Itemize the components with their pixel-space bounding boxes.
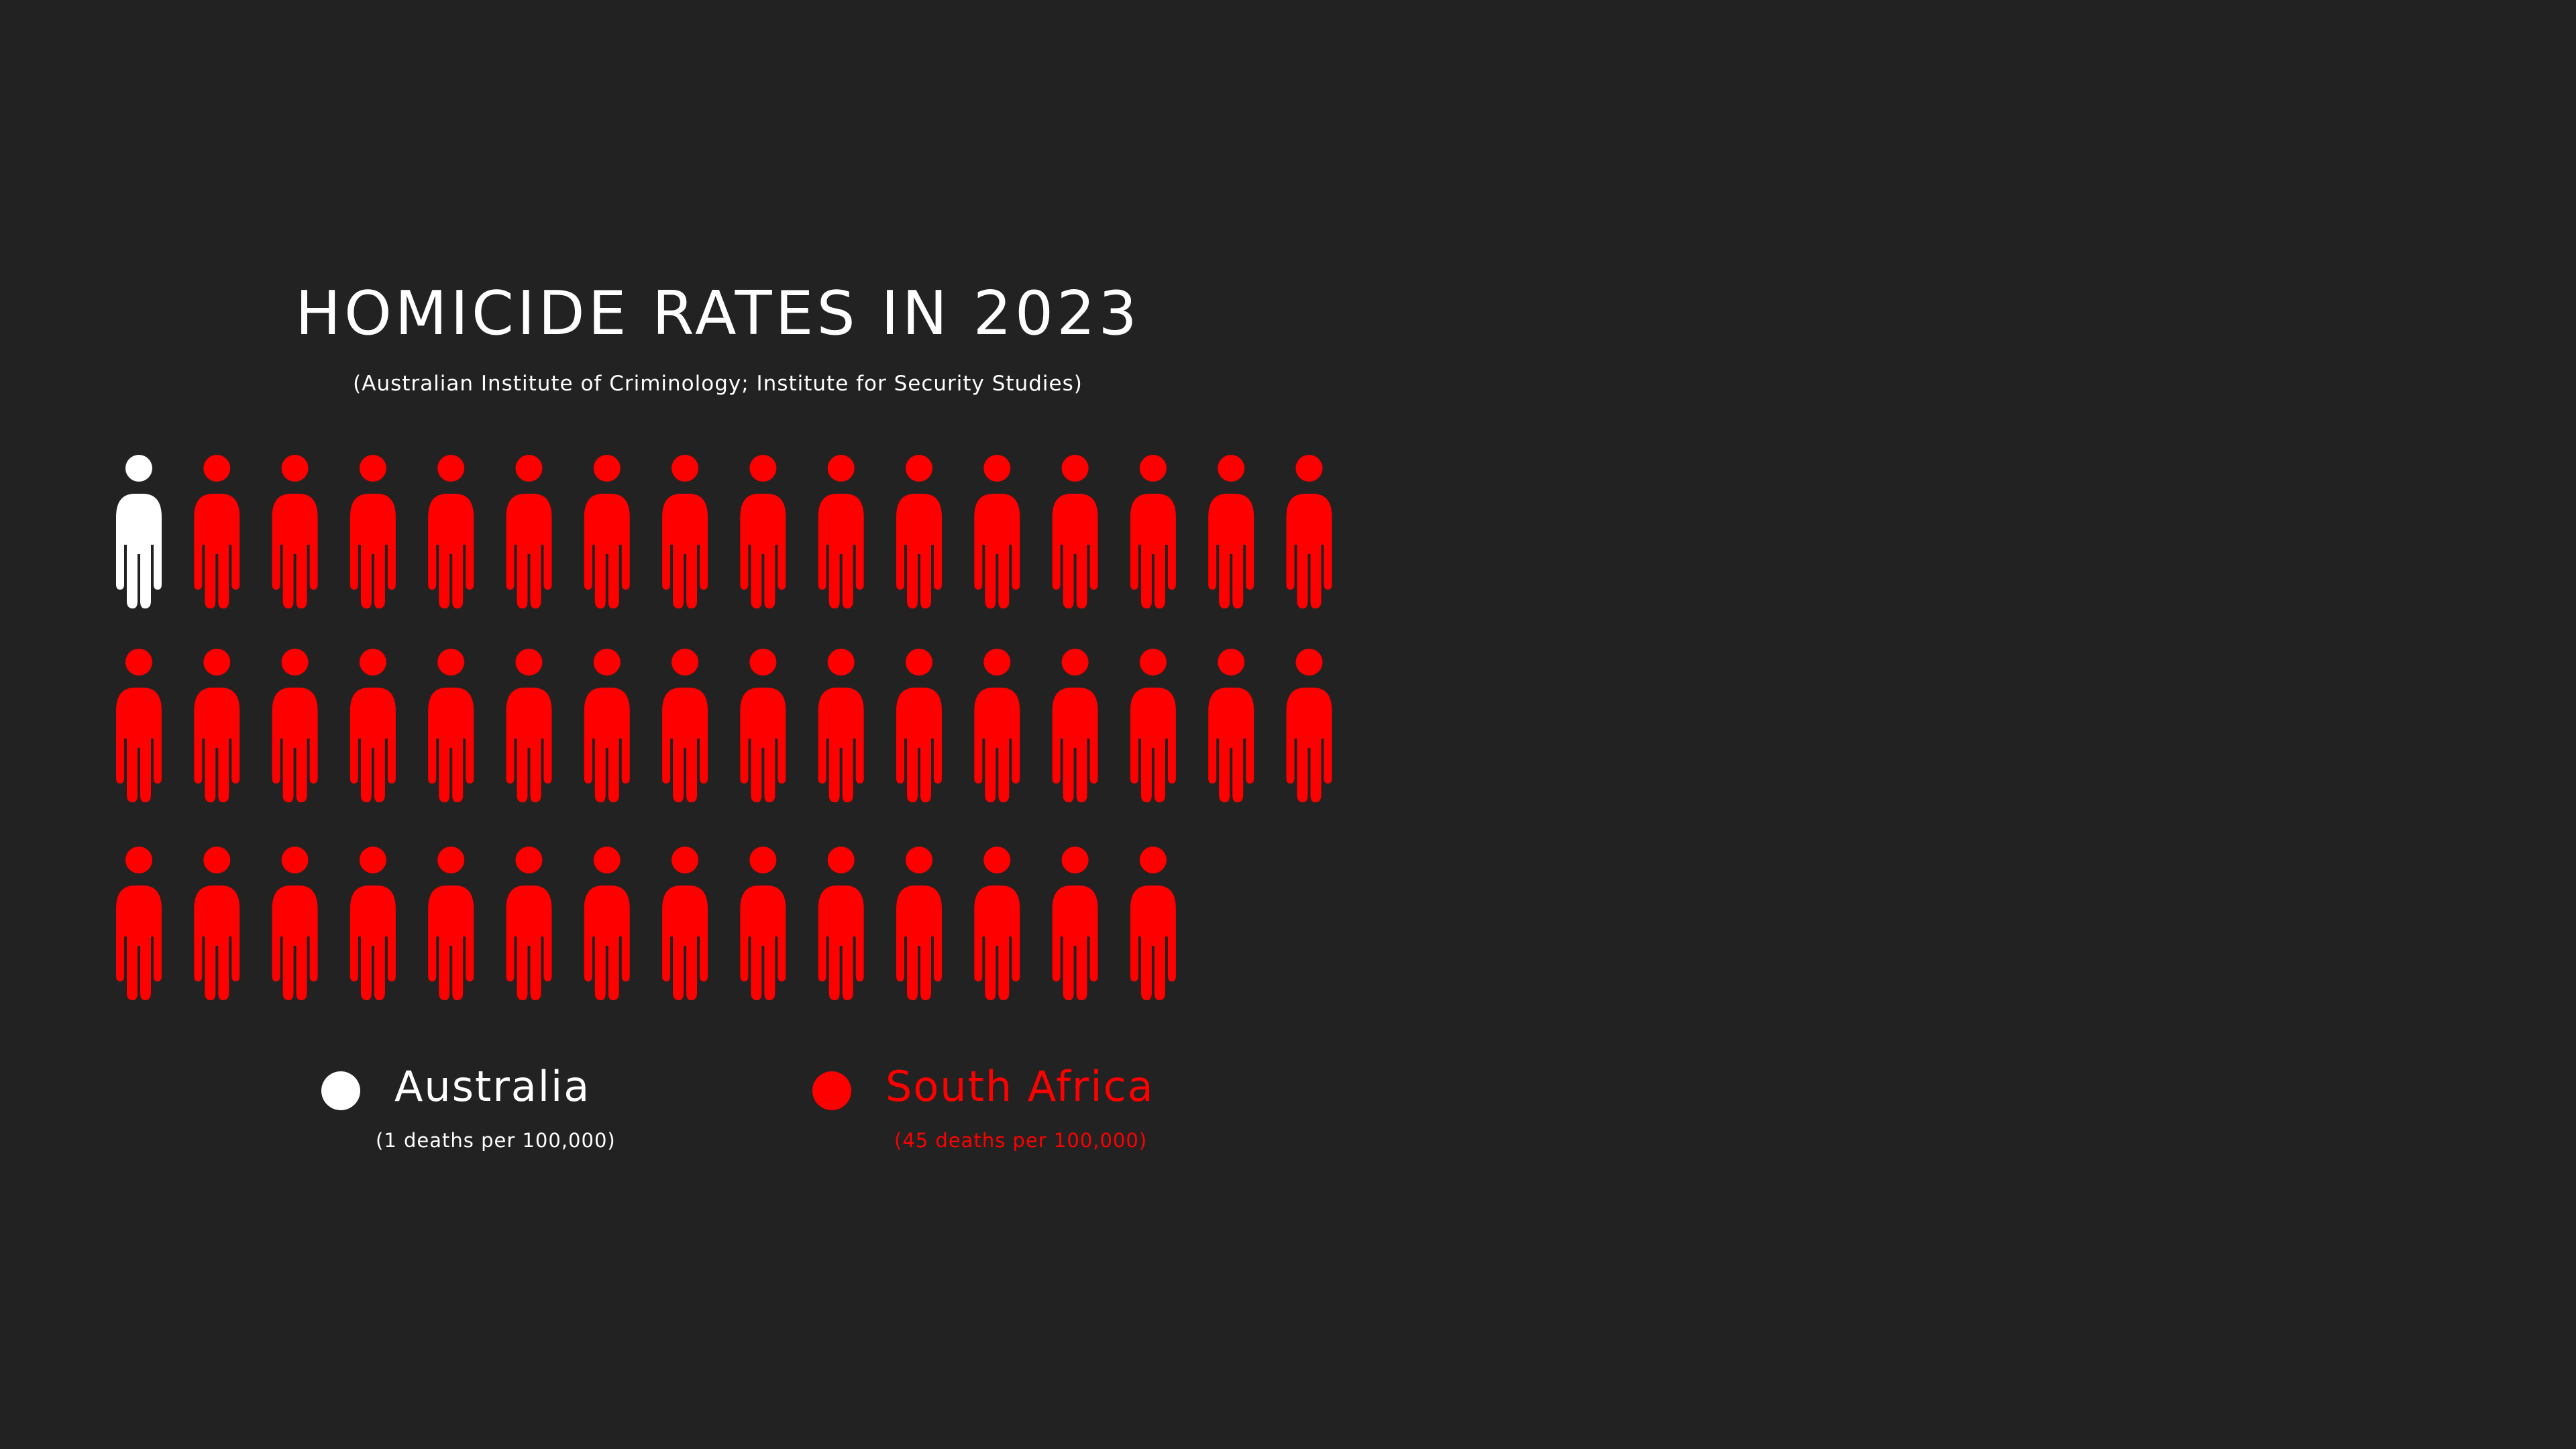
person-icon-south-africa xyxy=(1052,847,1098,1000)
person-icon-south-africa xyxy=(974,649,1020,802)
person-icon-australia xyxy=(116,455,162,608)
person-icon-south-africa xyxy=(1286,649,1332,802)
person-icon-south-africa xyxy=(116,649,162,802)
person-icon-south-africa xyxy=(350,649,396,802)
person-icon-south-africa xyxy=(584,455,630,608)
person-icon-south-africa xyxy=(116,847,162,1000)
legend-dot-australia xyxy=(321,1071,360,1110)
person-icon-south-africa xyxy=(194,649,240,802)
person-icon-south-africa xyxy=(740,455,786,608)
person-icon-south-africa xyxy=(1130,847,1176,1000)
person-icon-south-africa xyxy=(350,455,396,608)
chart-title: HOMICIDE RATES IN 2023 xyxy=(295,278,1140,349)
person-icon-south-africa xyxy=(506,847,552,1000)
person-icon-south-africa xyxy=(1130,649,1176,802)
legend-label-australia: Australia xyxy=(394,1062,591,1111)
person-icon-south-africa xyxy=(818,455,864,608)
person-icon-south-africa xyxy=(272,847,318,1000)
person-icon-south-africa xyxy=(272,649,318,802)
person-icon-south-africa xyxy=(506,649,552,802)
person-icon-south-africa xyxy=(428,847,474,1000)
legend-note-south-africa: (45 deaths per 100,000) xyxy=(894,1129,1148,1152)
person-icon-south-africa xyxy=(896,455,942,608)
person-icon-south-africa xyxy=(896,649,942,802)
chart-subtitle: (Australian Institute of Criminology; In… xyxy=(353,372,1083,396)
person-icon-south-africa xyxy=(662,455,708,608)
person-icon-south-africa xyxy=(662,847,708,1000)
person-icon-south-africa xyxy=(194,847,240,1000)
person-icon-south-africa xyxy=(896,847,942,1000)
person-icon-south-africa xyxy=(818,649,864,802)
person-icon-south-africa xyxy=(584,847,630,1000)
legend-label-south-africa: South Africa xyxy=(885,1062,1155,1111)
person-icon-south-africa xyxy=(506,455,552,608)
person-icon-south-africa xyxy=(740,847,786,1000)
person-icon-south-africa xyxy=(818,847,864,1000)
person-icon-south-africa xyxy=(1052,455,1098,608)
person-icon-south-africa xyxy=(1130,455,1176,608)
person-icon-south-africa xyxy=(428,649,474,802)
person-icon-south-africa xyxy=(1208,649,1254,802)
person-icon-south-africa xyxy=(740,649,786,802)
legend-dot-south-africa xyxy=(812,1071,851,1110)
person-icon-south-africa xyxy=(974,847,1020,1000)
person-icon-south-africa xyxy=(428,455,474,608)
person-icon-south-africa xyxy=(272,455,318,608)
legend-note-australia: (1 deaths per 100,000) xyxy=(376,1129,616,1152)
person-icon-south-africa xyxy=(584,649,630,802)
person-icon-south-africa xyxy=(974,455,1020,608)
person-icon-south-africa xyxy=(350,847,396,1000)
person-icon-south-africa xyxy=(1208,455,1254,608)
person-icon-south-africa xyxy=(1052,649,1098,802)
person-icon-south-africa xyxy=(662,649,708,802)
person-icon-south-africa xyxy=(194,455,240,608)
person-icon-south-africa xyxy=(1286,455,1332,608)
